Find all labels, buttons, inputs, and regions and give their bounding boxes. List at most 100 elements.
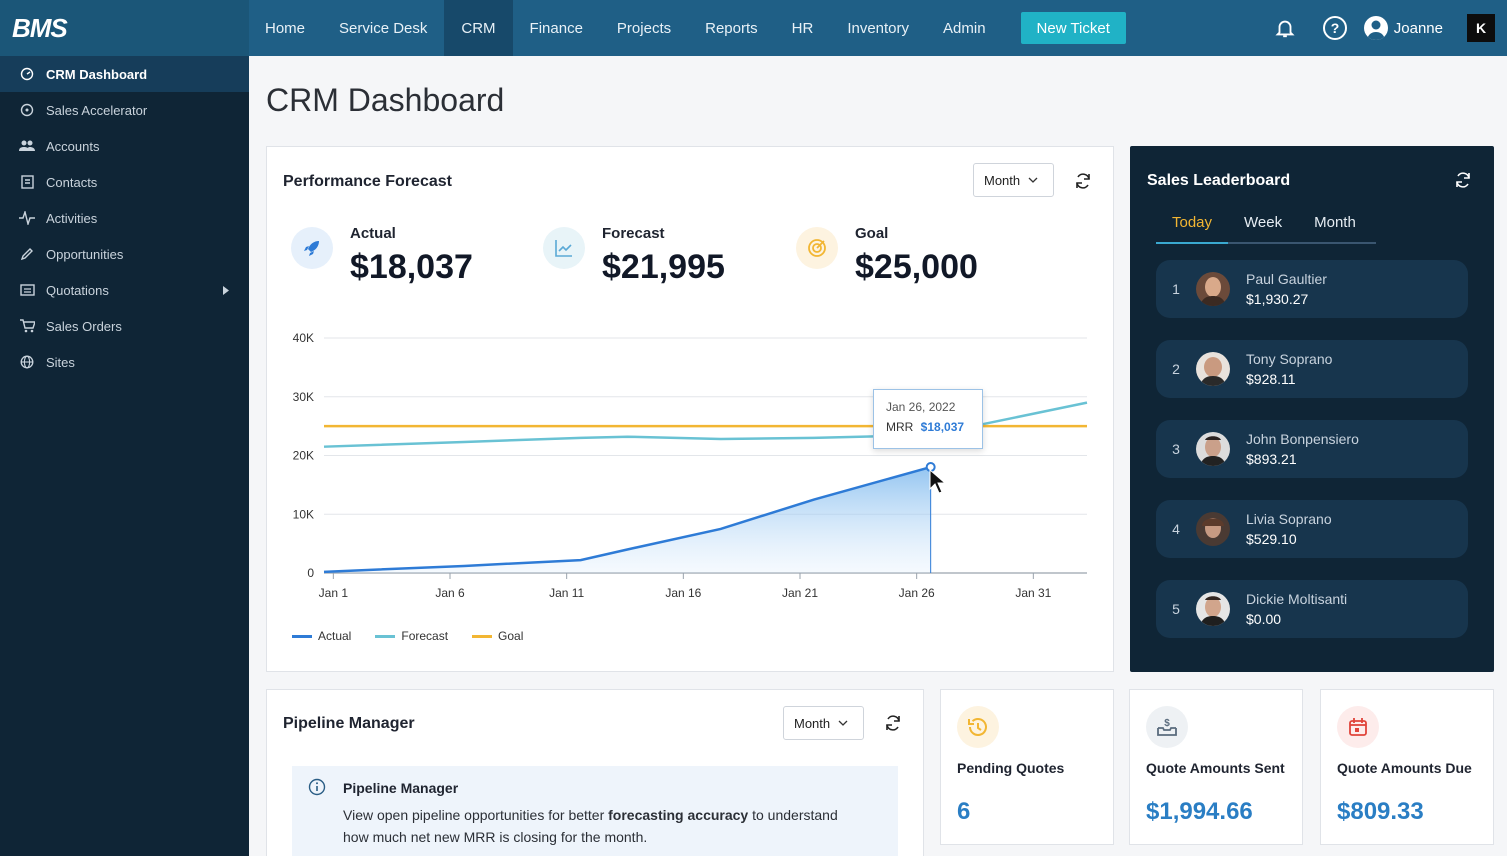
sidebar-item-activities[interactable]: Activities xyxy=(0,200,249,236)
x-tick-label: Jan 26 xyxy=(899,586,935,600)
avatar xyxy=(1196,432,1230,466)
refresh-icon[interactable] xyxy=(1073,171,1093,191)
kpi-value: $21,995 xyxy=(602,248,725,286)
user-name: Joanne xyxy=(1393,19,1443,37)
sidebar-item-sales-orders[interactable]: Sales Orders xyxy=(0,308,249,344)
leaderboard-row[interactable]: 4 Livia Soprano $529.10 xyxy=(1156,500,1468,558)
stat-value: $1,994.66 xyxy=(1146,798,1253,825)
rank: 5 xyxy=(1172,601,1180,617)
user-avatar-icon xyxy=(1363,16,1388,40)
stat-label: Quote Amounts Due xyxy=(1337,760,1472,776)
x-tick-label: Jan 16 xyxy=(665,586,701,600)
avatar xyxy=(1196,272,1230,306)
forecast-period-select[interactable]: Month xyxy=(973,163,1054,197)
tab-week[interactable]: Week xyxy=(1244,214,1283,231)
chevron-down-icon xyxy=(838,720,848,726)
sidebar-item-sales-accelerator[interactable]: Sales Accelerator xyxy=(0,92,249,128)
card-title: Pipeline Manager xyxy=(283,715,415,732)
sales-leaderboard: Sales Leaderboard Today Week Month 1 Pau… xyxy=(1130,146,1494,672)
refresh-icon[interactable] xyxy=(883,713,903,733)
stat-card-quote-amounts-sent[interactable]: $ Quote Amounts Sent $1,994.66 xyxy=(1129,689,1303,845)
x-tick-label: Jan 11 xyxy=(549,586,584,600)
sidebar-item-quotations[interactable]: Quotations xyxy=(0,272,249,308)
user-menu[interactable]: Joanne xyxy=(1363,16,1443,40)
kpi-label: Forecast xyxy=(602,225,665,242)
tab-today[interactable]: Today xyxy=(1156,214,1229,244)
nav-projects[interactable]: Projects xyxy=(616,19,672,37)
leaderboard-row[interactable]: 5 Dickie Moltisanti $0.00 xyxy=(1156,580,1468,638)
nav-finance[interactable]: Finance xyxy=(529,19,583,37)
leaderboard-row[interactable]: 3 John Bonpensiero $893.21 xyxy=(1156,420,1468,478)
nav-home[interactable]: Home xyxy=(265,19,306,37)
card-title: Performance Forecast xyxy=(283,173,452,190)
nav-reports[interactable]: Reports xyxy=(705,19,758,37)
stat-card-quote-amounts-due[interactable]: Quote Amounts Due $809.33 xyxy=(1320,689,1494,845)
rank: 3 xyxy=(1172,441,1180,457)
sidebar-item-label: Sales Accelerator xyxy=(46,102,148,118)
rep-amount: $893.21 xyxy=(1246,451,1297,467)
sidebar-item-opportunities[interactable]: Opportunities xyxy=(0,236,249,272)
rep-name: John Bonpensiero xyxy=(1246,431,1359,447)
bell-icon[interactable] xyxy=(1260,0,1310,56)
rep-amount: $0.00 xyxy=(1246,611,1282,627)
sidebar-item-accounts[interactable]: Accounts xyxy=(0,128,249,164)
info-text-part: View open pipeline opportunities for bet… xyxy=(343,807,609,823)
line-chart-icon xyxy=(543,227,585,269)
legend-item-forecast[interactable]: Forecast xyxy=(375,629,448,643)
avatar xyxy=(1196,352,1230,386)
brand-badge[interactable]: K xyxy=(1467,14,1495,42)
app-logo[interactable]: BMS xyxy=(0,0,249,56)
legend-item-actual[interactable]: Actual xyxy=(292,629,351,643)
kpi-label: Actual xyxy=(350,225,396,242)
y-tick-label: 40K xyxy=(293,331,314,345)
accelerator-icon xyxy=(18,103,36,117)
x-tick-label: Jan 6 xyxy=(435,586,465,600)
calendar-icon xyxy=(1337,706,1379,748)
performance-forecast-card: Performance Forecast Month Actual $18,03… xyxy=(266,146,1114,672)
series-line-actual xyxy=(323,465,932,574)
leaderboard-row[interactable]: 1 Paul Gaultier $1,930.27 xyxy=(1156,260,1468,318)
accounts-icon xyxy=(18,139,36,153)
nav-admin[interactable]: Admin xyxy=(943,19,986,37)
rep-name: Paul Gaultier xyxy=(1246,271,1327,287)
info-title: Pipeline Manager xyxy=(343,780,459,796)
actual-area xyxy=(324,467,931,573)
kpi-value: $25,000 xyxy=(855,248,978,286)
pipeline-period-select[interactable]: Month xyxy=(783,706,864,740)
pipeline-manager-card: Pipeline Manager Month Pipeline Manager … xyxy=(266,689,924,856)
caret-right-icon xyxy=(223,283,229,298)
forecast-chart[interactable]: 0 10K 20K 30K 40K Jan 1 Jan 6 Jan 11 Jan 16 Jan 2… xyxy=(267,317,1113,617)
legend-item-goal[interactable]: Goal xyxy=(472,629,523,643)
chevron-down-icon xyxy=(1028,177,1038,183)
new-ticket-button[interactable]: New Ticket xyxy=(1020,12,1126,44)
x-tick-label: Jan 21 xyxy=(782,586,818,600)
y-tick-label: 0 xyxy=(307,566,314,580)
leaderboard-row[interactable]: 2 Tony Soprano $928.11 xyxy=(1156,340,1468,398)
chart-tooltip: Jan 26, 2022 MRR $18,037 xyxy=(873,389,983,449)
select-value: Month xyxy=(794,715,831,731)
legend-label: Goal xyxy=(498,629,524,643)
refresh-icon[interactable] xyxy=(1453,170,1473,190)
top-navbar: BMS Home Service Desk CRM Finance Projec… xyxy=(0,0,1507,56)
target-icon xyxy=(796,227,838,269)
cart-icon xyxy=(18,319,36,333)
stat-label: Quote Amounts Sent xyxy=(1146,760,1285,776)
nav-hr[interactable]: HR xyxy=(791,19,814,37)
stat-card-pending-quotes[interactable]: Pending Quotes 6 xyxy=(940,689,1114,845)
tab-month[interactable]: Month xyxy=(1314,214,1356,231)
sidebar-item-sites[interactable]: Sites xyxy=(0,344,249,380)
sidebar-item-crm-dashboard[interactable]: CRM Dashboard xyxy=(0,56,249,92)
tooltip-label: MRR xyxy=(886,420,914,434)
nav-inventory[interactable]: Inventory xyxy=(847,19,910,37)
nav-crm[interactable]: CRM xyxy=(444,0,513,56)
help-icon[interactable]: ? xyxy=(1310,0,1360,56)
rank: 1 xyxy=(1172,281,1180,297)
nav-service-desk[interactable]: Service Desk xyxy=(339,19,428,37)
sidebar-item-label: Opportunities xyxy=(46,246,124,262)
leaderboard-title: Sales Leaderboard xyxy=(1147,172,1291,189)
activity-icon xyxy=(18,211,36,225)
tooltip-value: $18,037 xyxy=(920,420,965,434)
kpi-actual: Actual $18,037 xyxy=(291,223,473,287)
sidebar-item-contacts[interactable]: Contacts xyxy=(0,164,249,200)
rep-name: Livia Soprano xyxy=(1246,511,1332,527)
